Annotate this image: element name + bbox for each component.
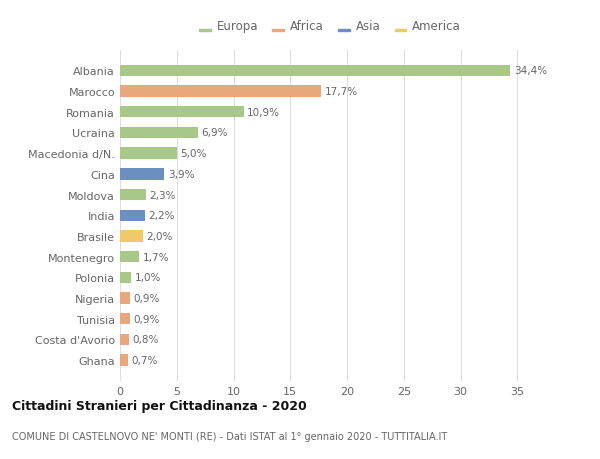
Bar <box>120 355 128 366</box>
Bar <box>120 272 131 283</box>
Text: 34,4%: 34,4% <box>514 66 547 76</box>
Text: 0,8%: 0,8% <box>133 335 159 345</box>
Text: 0,7%: 0,7% <box>131 355 158 365</box>
Legend: Europa, Africa, Asia, America: Europa, Africa, Asia, America <box>196 17 464 37</box>
Bar <box>120 231 143 242</box>
Bar <box>120 107 244 118</box>
Text: 10,9%: 10,9% <box>247 107 280 118</box>
Bar <box>120 313 130 325</box>
Bar <box>120 128 199 139</box>
Bar <box>120 190 146 201</box>
Text: 17,7%: 17,7% <box>325 87 358 97</box>
Bar <box>120 66 511 77</box>
Bar <box>120 334 129 345</box>
Text: 6,9%: 6,9% <box>202 128 228 138</box>
Text: Cittadini Stranieri per Cittadinanza - 2020: Cittadini Stranieri per Cittadinanza - 2… <box>12 399 307 412</box>
Bar <box>120 148 177 159</box>
Text: 0,9%: 0,9% <box>134 293 160 303</box>
Text: 2,0%: 2,0% <box>146 231 172 241</box>
Text: 2,2%: 2,2% <box>148 211 175 221</box>
Text: COMUNE DI CASTELNOVO NE' MONTI (RE) - Dati ISTAT al 1° gennaio 2020 - TUTTITALIA: COMUNE DI CASTELNOVO NE' MONTI (RE) - Da… <box>12 431 447 442</box>
Bar <box>120 252 139 263</box>
Text: 2,3%: 2,3% <box>149 190 176 200</box>
Bar <box>120 293 130 304</box>
Bar <box>120 86 321 97</box>
Text: 0,9%: 0,9% <box>134 314 160 324</box>
Bar <box>120 210 145 221</box>
Text: 3,9%: 3,9% <box>167 169 194 179</box>
Text: 1,7%: 1,7% <box>143 252 169 262</box>
Text: 5,0%: 5,0% <box>180 149 206 159</box>
Text: 1,0%: 1,0% <box>135 273 161 283</box>
Bar <box>120 169 164 180</box>
